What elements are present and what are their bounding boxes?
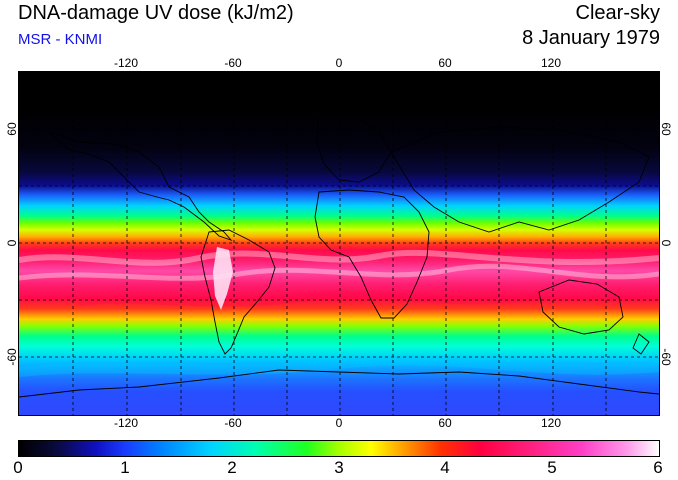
lon-tick-bottom: 0	[335, 416, 343, 430]
lon-tick-top: 60	[438, 56, 452, 70]
lon-tick-top: 0	[335, 56, 343, 70]
colorbar-label: 4	[440, 458, 450, 477]
lon-tick-top: -60	[224, 56, 242, 70]
antarctica-coast	[19, 369, 659, 398]
lat-tick-right-wrap: 60	[654, 122, 678, 136]
map-date: 8 January 1979	[522, 27, 660, 49]
colorbar-label: 0	[13, 458, 23, 477]
south-america-coast	[200, 229, 276, 355]
lon-tick-bottom: -120	[113, 416, 139, 430]
uv-dose-map	[18, 71, 660, 416]
coastlines	[19, 101, 659, 398]
lat-tick-left: 60	[5, 122, 19, 136]
colorbar	[18, 440, 660, 457]
world-map-svg	[19, 72, 659, 415]
map-source: MSR - KNMI	[18, 31, 103, 48]
africa-coast	[314, 189, 430, 319]
lon-tick-top: -120	[113, 56, 139, 70]
graticule	[19, 72, 659, 415]
sky-condition: Clear-sky	[575, 2, 660, 24]
colorbar-label: 3	[334, 458, 344, 477]
lat-tick-right-wrap: -60	[654, 348, 678, 365]
lon-tick-top: 120	[540, 56, 562, 70]
lat-tick-right: 0	[659, 239, 673, 247]
lat-tick-left: -60	[5, 348, 19, 366]
colorbar-label: 6	[653, 458, 663, 477]
map-title: DNA-damage UV dose (kJ/m2)	[18, 2, 294, 24]
lat-tick-left-wrap: 60	[0, 122, 24, 136]
lon-tick-bottom: 60	[438, 416, 452, 430]
dose-texture	[19, 249, 659, 377]
lat-tick-right: 60	[659, 122, 673, 136]
andes-highlight	[213, 247, 233, 310]
lat-tick-left-wrap: -60	[0, 348, 24, 365]
asia-coast	[390, 126, 650, 233]
new-zealand-coast	[632, 333, 650, 355]
colorbar-label: 5	[547, 458, 557, 477]
lon-tick-bottom: 120	[540, 416, 562, 430]
colorbar-label: 1	[120, 458, 130, 477]
colorbar-label: 2	[227, 458, 237, 477]
lat-tick-left-wrap: 0	[0, 236, 24, 250]
europe-coast	[316, 101, 392, 183]
north-america-coast	[48, 131, 233, 241]
australia-coast	[538, 279, 624, 335]
lon-tick-bottom: -60	[224, 416, 242, 430]
lat-tick-right: -60	[659, 348, 673, 366]
lat-tick-right-wrap: 0	[654, 236, 678, 250]
lat-tick-left: 0	[5, 239, 19, 247]
